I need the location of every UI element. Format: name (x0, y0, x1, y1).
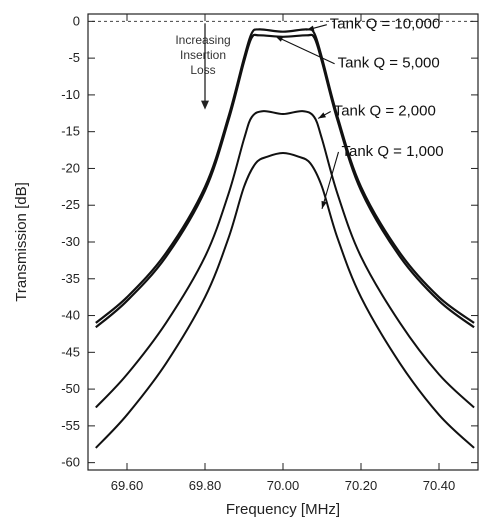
y-tick-label: -40 (61, 308, 80, 323)
y-tick-label: -45 (61, 344, 80, 359)
y-tick-label: -30 (61, 234, 80, 249)
series-line-3 (95, 110, 475, 409)
x-tick-label: 70.00 (267, 478, 300, 493)
x-tick-label: 70.40 (423, 478, 456, 493)
annotation-text-line: Increasing (175, 33, 230, 47)
plot-area-frame (87, 13, 479, 471)
annotation-text-line: Loss (190, 63, 215, 77)
series-label: Tank Q = 5,000 (338, 55, 440, 72)
y-tick-label: -20 (61, 160, 80, 175)
y-tick-label: -15 (61, 124, 80, 139)
x-tick-label: 70.20 (345, 478, 378, 493)
y-axis-title: Transmission [dB] (13, 182, 30, 301)
y-tick-label: -5 (68, 50, 80, 65)
legend-leader-line (321, 151, 340, 210)
series-line-4 (95, 152, 475, 449)
y-tick-label: -60 (61, 455, 80, 470)
series-line-2 (95, 33, 475, 329)
y-tick-label: -10 (61, 87, 80, 102)
annotation-text-line: Insertion (180, 48, 226, 62)
legend-leader-arrowhead (318, 112, 326, 119)
legend-leader-arrowhead (275, 36, 284, 42)
y-tick-label: 0 (73, 13, 80, 28)
legend-leader-arrowhead (306, 25, 315, 31)
x-axis-title: Frequency [MHz] (226, 501, 340, 518)
series-label: Tank Q = 1,000 (342, 143, 444, 160)
series-layer (95, 28, 475, 449)
legend-leader-line (274, 35, 335, 65)
y-tick-label: -35 (61, 271, 80, 286)
y-tick-label: -55 (61, 418, 80, 433)
series-label: Tank Q = 2,000 (334, 102, 436, 119)
legend-layer: Tank Q = 10,000 Tank Q = 5,000 Tank Q = 2,… (274, 16, 444, 210)
x-tick-label: 69.80 (189, 478, 222, 493)
y-tick-label: -50 (61, 381, 80, 396)
series-label: Tank Q = 10,000 (330, 16, 441, 33)
legend-leader-arrowhead (321, 200, 327, 209)
axis-layer: 0 -5 -10 -15 -20 -25 -30 -35 -40 -45 -50 -55 -60 69.6… (61, 13, 478, 493)
series-line-1 (95, 28, 475, 324)
x-tick-label: 69.60 (111, 478, 144, 493)
y-tick-label: -25 (61, 197, 80, 212)
annotation-arrow-head (201, 100, 209, 110)
plot-frame-layer (87, 13, 479, 471)
